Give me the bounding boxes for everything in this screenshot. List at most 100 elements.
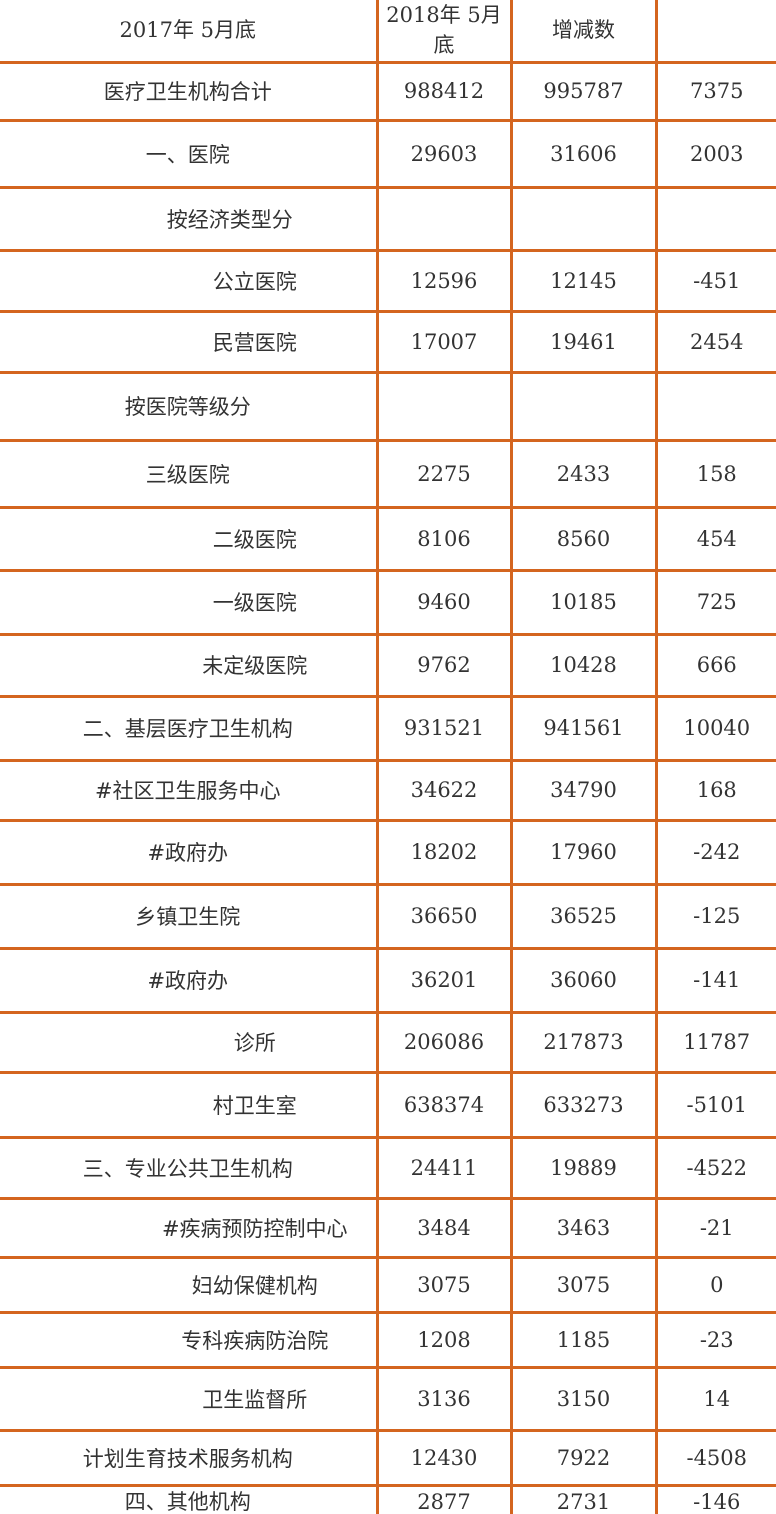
- row-label: 一级医院: [0, 570, 377, 636]
- value-2018: 34790: [509, 760, 656, 822]
- value-2018: 10185: [509, 570, 656, 636]
- table-row: 民营医院 17007 19461 2454: [0, 311, 776, 374]
- value-diff: 0: [654, 1257, 776, 1314]
- value-2017: 29603: [375, 120, 511, 189]
- value-2017: 3136: [375, 1367, 511, 1432]
- value-2018: 17960: [509, 820, 656, 886]
- table-row: 医疗卫生机构合计 988412 995787 7375: [0, 62, 776, 122]
- value-diff: 168: [654, 760, 776, 822]
- header-cell: [654, 0, 776, 64]
- value-diff: 666: [654, 634, 776, 698]
- value-2018: 995787: [509, 62, 656, 122]
- row-label: 二级医院: [0, 507, 377, 572]
- row-label: 按医院等级分: [0, 372, 377, 442]
- value-diff: 454: [654, 507, 776, 572]
- value-2017: 931521: [375, 696, 511, 762]
- value-2018: 217873: [509, 1012, 656, 1074]
- value-2017: 1208: [375, 1312, 511, 1369]
- table-row: #疾病预防控制中心 3484 3463 -21: [0, 1198, 776, 1259]
- table-row: 一级医院 9460 10185 725: [0, 570, 776, 636]
- row-label: 一、医院: [0, 120, 377, 189]
- value-2018: 10428: [509, 634, 656, 698]
- value-2018: 19461: [509, 311, 656, 374]
- table-row: 诊所 206086 217873 11787: [0, 1012, 776, 1074]
- value-diff: [654, 372, 776, 442]
- table-row: 按经济类型分: [0, 187, 776, 252]
- row-label: 三、专业公共卫生机构: [0, 1137, 377, 1200]
- value-diff: 14: [654, 1367, 776, 1432]
- value-2018: 1185: [509, 1312, 656, 1369]
- value-2017: 9460: [375, 570, 511, 636]
- value-2017: 3484: [375, 1198, 511, 1259]
- header-cell: 2017年 5月底: [0, 0, 377, 64]
- table-row: 公立医院 12596 12145 -451: [0, 250, 776, 313]
- table-row: 一、医院 29603 31606 2003: [0, 120, 776, 189]
- value-diff: -451: [654, 250, 776, 313]
- table-row: #政府办 36201 36060 -141: [0, 948, 776, 1014]
- value-2018: 7922: [509, 1430, 656, 1487]
- row-label: 诊所: [0, 1012, 377, 1074]
- value-2017: 12430: [375, 1430, 511, 1487]
- table-row: 二、基层医疗卫生机构 931521 941561 10040: [0, 696, 776, 762]
- value-2018: 3075: [509, 1257, 656, 1314]
- value-2017: 3075: [375, 1257, 511, 1314]
- value-2017: 638374: [375, 1072, 511, 1139]
- value-diff: -23: [654, 1312, 776, 1369]
- value-2018: 633273: [509, 1072, 656, 1139]
- value-diff: 725: [654, 570, 776, 636]
- table-row: 专科疾病防治院 1208 1185 -23: [0, 1312, 776, 1369]
- value-2018: 36060: [509, 948, 656, 1014]
- row-label: 医疗卫生机构合计: [0, 62, 377, 122]
- table-row: 乡镇卫生院 36650 36525 -125: [0, 884, 776, 950]
- table-row: #社区卫生服务中心 34622 34790 168: [0, 760, 776, 822]
- row-label: 四、其他机构: [124, 1490, 251, 1514]
- value-2018: 19889: [509, 1137, 656, 1200]
- row-label: 未定级医院: [0, 634, 377, 698]
- value-2018: 8560: [509, 507, 656, 572]
- value-diff: 158: [654, 440, 776, 509]
- value-2018: [509, 187, 656, 252]
- row-label: #政府办: [0, 820, 377, 886]
- row-label: 民营医院: [0, 311, 377, 374]
- value-diff: 2454: [654, 311, 776, 374]
- value-2017: 18202: [375, 820, 511, 886]
- value-2018: 941561: [509, 696, 656, 762]
- value-2017: 988412: [375, 62, 511, 122]
- table-row: 按医院等级分: [0, 372, 776, 442]
- value-2017: 17007: [375, 311, 511, 374]
- value-2018: 2433: [509, 440, 656, 509]
- row-label: 二、基层医疗卫生机构: [0, 696, 377, 762]
- value-2018: 3150: [509, 1367, 656, 1432]
- row-label: 按经济类型分: [0, 187, 377, 252]
- header-row: 2017年 5月底 2018年 5月底 增减数: [0, 0, 776, 64]
- table-row: 卫生监督所 3136 3150 14: [0, 1367, 776, 1432]
- value-2018: 31606: [509, 120, 656, 189]
- value-2018: [509, 372, 656, 442]
- value-2017: 206086: [375, 1012, 511, 1074]
- row-label: 妇幼保健机构: [0, 1257, 377, 1314]
- value-2018: 12145: [509, 250, 656, 313]
- row-label: 三级医院: [0, 440, 377, 509]
- header-cell: 2018年 5月底: [375, 0, 511, 64]
- row-label: 计划生育技术服务机构: [0, 1430, 377, 1487]
- value-2017: 12596: [375, 250, 511, 313]
- value-2017: 36201: [375, 948, 511, 1014]
- row-label: #政府办: [0, 948, 377, 1014]
- row-label: #疾病预防控制中心: [0, 1198, 377, 1259]
- row-label: 乡镇卫生院: [0, 884, 377, 950]
- value-2017: 2877: [375, 1485, 511, 1514]
- value-diff: -141: [654, 948, 776, 1014]
- value-diff: -125: [654, 884, 776, 950]
- table-row: 四、其他机构 2877 2731 -146: [0, 1485, 776, 1514]
- value-2017: 8106: [375, 507, 511, 572]
- value-diff: -146: [654, 1485, 776, 1514]
- value-2018: 3463: [509, 1198, 656, 1259]
- value-diff: -5101: [654, 1072, 776, 1139]
- value-2017: 9762: [375, 634, 511, 698]
- value-diff: -21: [654, 1198, 776, 1259]
- value-diff: 11787: [654, 1012, 776, 1074]
- row-label: #社区卫生服务中心: [0, 760, 377, 822]
- value-diff: [654, 187, 776, 252]
- value-2018: 36525: [509, 884, 656, 950]
